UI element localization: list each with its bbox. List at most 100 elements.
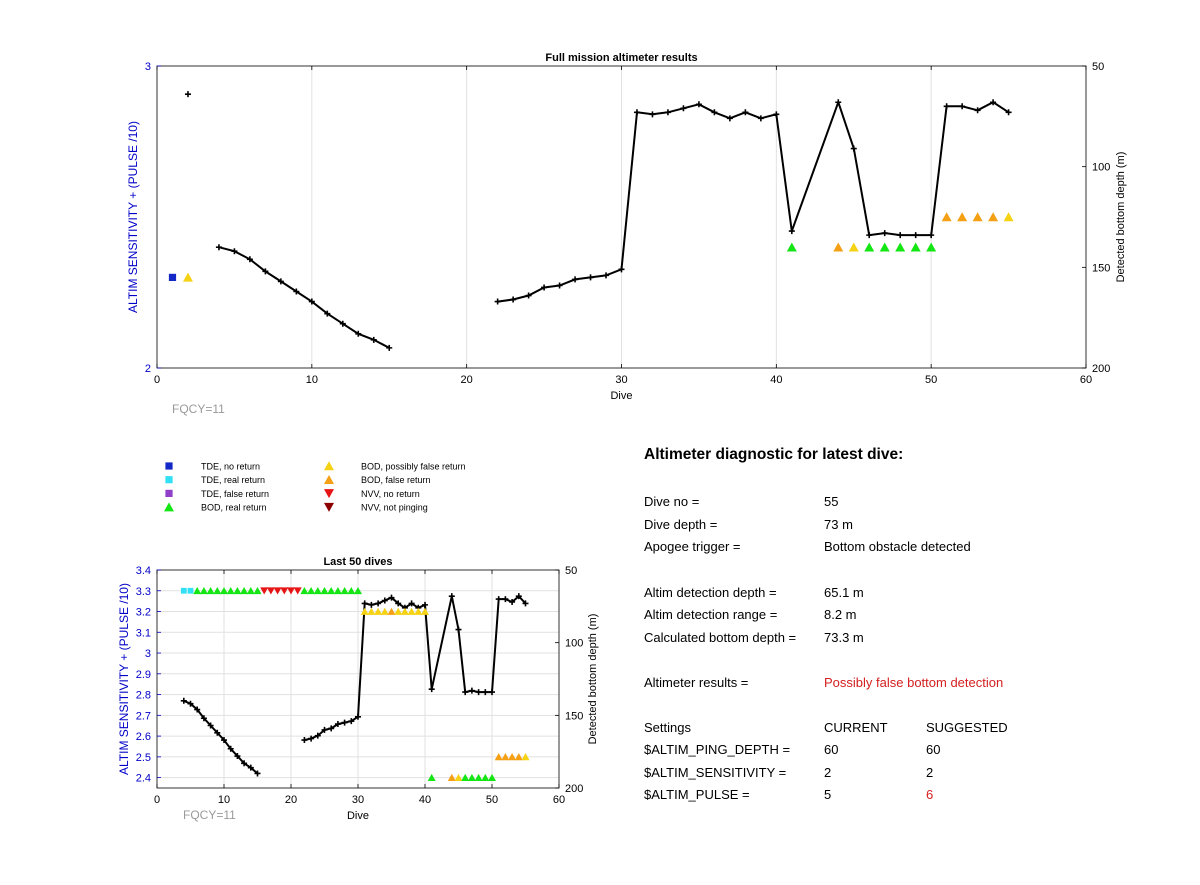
triangle-down-marker	[293, 587, 302, 595]
triangle-up-marker	[941, 212, 952, 222]
triangle-up-marker	[164, 502, 174, 512]
depth-point	[835, 99, 842, 106]
depth-point	[375, 600, 382, 607]
triangle-up-marker	[313, 586, 322, 595]
setting-suggested: 6	[926, 787, 934, 802]
setting-suggested: 60	[926, 742, 941, 757]
triangle-up-marker	[324, 461, 334, 471]
triangle-up-marker	[972, 212, 983, 222]
triangle-up-marker	[988, 212, 999, 222]
triangle-up-marker	[494, 753, 503, 761]
depth-trace-line	[497, 99, 1010, 303]
chart-title: Full mission altimeter results	[545, 52, 697, 64]
y-left-axis-label: ALTIM SENSITIVITY + (PULSE /10)	[117, 583, 131, 775]
triangle-up-marker	[474, 773, 483, 782]
triangle-down-marker	[324, 489, 334, 499]
depth-point	[231, 248, 238, 255]
x-tick-label: 60	[1080, 374, 1092, 386]
triangle-up-marker	[347, 586, 356, 595]
triangle-down-marker	[287, 587, 295, 595]
setting-current: 5	[824, 787, 832, 802]
y-left-tick-label: 2.8	[136, 690, 151, 702]
triangle-up-marker	[374, 607, 383, 615]
triangle-up-marker	[327, 586, 336, 595]
triangle-down-marker	[280, 587, 289, 595]
triangle-up-marker	[233, 586, 242, 595]
altim-detection-depth-value: 65.1 m	[824, 585, 864, 600]
x-tick-label: 0	[154, 374, 160, 386]
triangle-up-marker	[333, 586, 342, 595]
x-tick-label: 20	[461, 374, 473, 386]
depth-point	[649, 111, 656, 118]
triangle-up-marker	[833, 242, 844, 252]
triangle-up-marker	[864, 242, 875, 252]
setting-name: $ALTIM_PULSE =	[644, 787, 750, 802]
depth-point	[680, 105, 687, 112]
triangle-up-marker	[213, 586, 222, 595]
setting-name: $ALTIM_SENSITIVITY =	[644, 765, 787, 780]
triangle-up-marker	[340, 586, 349, 595]
last-50-dives-chart: 0 10 20 30 40 50 60 2.4 2.5 2.6 2.7 2.8 2.9 3 3.1 3.2 3.…	[117, 556, 599, 822]
y-left-tick-label: 2.6	[136, 731, 151, 743]
depth-point	[468, 687, 475, 694]
depth-point	[314, 732, 321, 739]
y-left-tick-label: 3	[145, 648, 151, 660]
depth-trace-line	[218, 246, 390, 349]
depth-point	[395, 600, 402, 607]
depth-point	[194, 706, 201, 713]
triangle-up-marker	[427, 773, 436, 782]
triangle-up-marker	[193, 586, 202, 595]
triangle-up-marker	[300, 586, 309, 595]
square-marker	[180, 587, 187, 594]
setting-current: 2	[824, 765, 832, 780]
depth-point	[912, 232, 919, 239]
setting-current: 60	[824, 742, 839, 757]
triangle-down-marker	[324, 502, 334, 512]
x-tick-label: 0	[154, 794, 160, 806]
depth-point	[200, 715, 207, 722]
triangle-up-marker	[514, 753, 523, 761]
triangle-up-marker	[400, 607, 409, 615]
depth-point	[293, 288, 300, 295]
depth-point	[328, 725, 335, 732]
setting-name: $ALTIM_PING_DEPTH =	[644, 742, 791, 757]
depth-point	[742, 109, 749, 116]
depth-point	[928, 232, 935, 239]
y-right-tick-label: 50	[565, 565, 577, 577]
y-left-tick-label: 3.4	[136, 565, 151, 577]
calculated-bottom-depth-label: Calculated bottom depth =	[644, 630, 797, 645]
depth-point	[388, 594, 395, 601]
depth-point	[482, 689, 489, 696]
depth-point	[370, 336, 377, 343]
dive-depth-label: Dive depth =	[644, 517, 718, 532]
depth-point	[422, 601, 428, 608]
marker-legend: TDE, no return TDE, real return TDE, false…	[164, 461, 466, 513]
y-left-tick-label: 2.9	[136, 669, 151, 681]
triangle-up-marker	[488, 773, 496, 782]
triangle-up-marker	[786, 242, 797, 252]
triangle-up-marker	[508, 753, 517, 761]
triangle-up-marker	[926, 242, 937, 252]
legend-label: BOD, false return	[361, 475, 431, 485]
depth-point	[943, 103, 950, 110]
depth-point	[215, 244, 222, 251]
fqcy-note: FQCY=11	[172, 402, 225, 416]
square-marker	[165, 462, 173, 470]
altim-detection-range-value: 8.2 m	[824, 607, 857, 622]
suggested-header: SUGGESTED	[926, 720, 1008, 735]
x-tick-label: 20	[285, 794, 297, 806]
settings-header: Settings	[644, 720, 691, 735]
setting-suggested: 2	[926, 765, 934, 780]
legend-label: BOD, possibly false return	[361, 462, 466, 472]
triangle-up-marker	[320, 586, 329, 595]
x-axis-label: Dive	[347, 810, 369, 822]
depth-point	[850, 145, 857, 152]
depth-point	[974, 107, 981, 114]
depth-point	[494, 298, 501, 305]
apogee-trigger-label: Apogee trigger =	[644, 539, 741, 554]
depth-point	[184, 91, 191, 98]
x-tick-label: 50	[925, 374, 937, 386]
depth-point	[587, 274, 594, 281]
depth-point	[321, 726, 328, 733]
depth-point	[788, 228, 795, 235]
